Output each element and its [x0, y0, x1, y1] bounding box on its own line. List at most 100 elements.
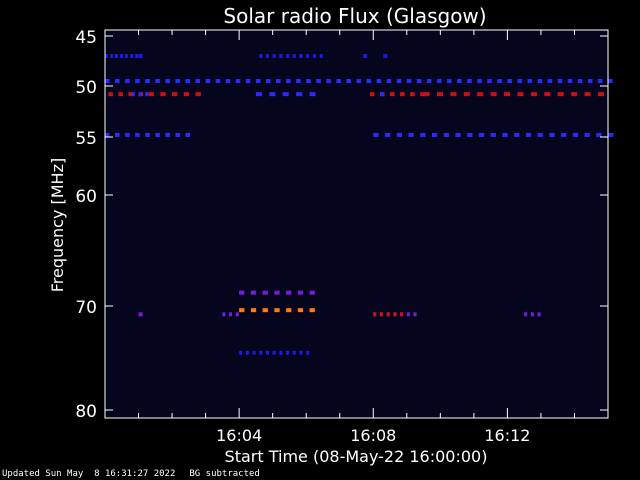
signal-mark: [444, 133, 449, 137]
signal-mark: [497, 79, 502, 83]
signal-mark: [160, 92, 165, 96]
signal-mark: [256, 92, 262, 96]
signal-mark: [263, 291, 268, 295]
signal-mark: [598, 79, 603, 83]
signal-mark: [236, 312, 239, 316]
signal-mark: [424, 92, 430, 96]
signal-mark: [479, 133, 484, 137]
signal-mark: [310, 92, 316, 96]
signal-mark: [269, 92, 275, 96]
signal-mark: [455, 133, 460, 137]
signal-mark: [185, 79, 190, 83]
signal-mark: [414, 312, 417, 316]
signal-mark: [251, 291, 256, 295]
signal-mark: [408, 133, 413, 137]
signal-mark: [299, 54, 302, 58]
signal-mark: [598, 92, 604, 96]
signal-mark: [293, 351, 296, 355]
signal-mark: [367, 79, 372, 83]
signal-mark: [320, 54, 323, 58]
signal-mark: [286, 351, 289, 355]
signal-mark: [296, 92, 302, 96]
signal-mark: [149, 92, 154, 96]
signal-mark: [357, 79, 362, 83]
signal-mark: [427, 79, 432, 83]
signal-mark: [108, 92, 113, 96]
signal-mark: [139, 92, 142, 96]
signal-mark: [370, 92, 375, 96]
signal-mark: [464, 92, 470, 96]
signal-mark: [457, 79, 462, 83]
signal-mark: [310, 291, 315, 295]
signal-mark: [467, 133, 472, 137]
signal-mark: [393, 312, 396, 316]
signal-mark: [276, 79, 281, 83]
signal-mark: [139, 54, 143, 58]
signal-mark: [477, 79, 482, 83]
signal-mark: [608, 133, 613, 137]
signal-mark: [259, 54, 262, 58]
signal-mark: [266, 54, 269, 58]
chart-title: Solar radio Flux (Glasgow): [223, 4, 486, 28]
signal-mark: [135, 54, 138, 58]
signal-mark: [196, 79, 201, 83]
plot-area: [105, 30, 608, 418]
signal-mark: [175, 133, 180, 137]
signal-mark: [397, 79, 402, 83]
signal-mark: [571, 92, 577, 96]
signal-mark: [259, 351, 262, 355]
signal-mark: [115, 54, 118, 58]
signal-mark: [110, 54, 113, 58]
signal-mark: [326, 79, 331, 83]
signal-mark: [313, 54, 316, 58]
signal-mark: [437, 92, 443, 96]
y-tick-label: 80: [75, 402, 97, 422]
signal-mark: [573, 133, 578, 137]
signal-mark: [298, 291, 303, 295]
signal-mark: [135, 133, 140, 137]
signal-mark: [266, 351, 269, 355]
signal-mark: [467, 79, 472, 83]
signal-mark: [558, 79, 563, 83]
signal-mark: [538, 312, 541, 316]
signal-mark: [246, 351, 249, 355]
signal-mark: [105, 133, 110, 137]
signal-mark: [432, 133, 437, 137]
signal-mark: [538, 133, 543, 137]
signal-mark: [336, 79, 341, 83]
signal-mark: [397, 133, 402, 137]
signal-mark: [387, 312, 390, 316]
signal-mark: [175, 79, 180, 83]
signal-mark: [491, 92, 497, 96]
signal-mark: [585, 92, 591, 96]
signal-mark: [105, 79, 110, 83]
signal-mark: [407, 79, 412, 83]
signal-mark: [125, 54, 128, 58]
signal-mark: [274, 308, 279, 312]
y-tick-label: 50: [75, 78, 97, 98]
signal-mark: [293, 54, 296, 58]
signal-mark: [286, 79, 291, 83]
signal-mark: [504, 92, 510, 96]
signal-mark: [266, 79, 271, 83]
signal-mark: [387, 79, 392, 83]
signal-mark: [514, 133, 519, 137]
signal-mark: [487, 79, 492, 83]
signal-mark: [477, 92, 483, 96]
x-axis-label: Start Time (08-May-22 16:00:00): [225, 447, 488, 466]
signal-mark: [185, 133, 190, 137]
signal-mark: [380, 92, 384, 96]
signal-mark: [306, 54, 309, 58]
signal-mark: [502, 133, 507, 137]
signal-mark: [172, 92, 177, 96]
signal-mark: [165, 133, 170, 137]
signal-mark: [578, 79, 583, 83]
signal-mark: [306, 79, 311, 83]
signal-mark: [417, 79, 422, 83]
signal-mark: [306, 351, 309, 355]
signal-mark: [132, 92, 135, 96]
signal-mark: [548, 79, 553, 83]
signal-mark: [410, 92, 415, 96]
y-tick-label: 55: [75, 129, 97, 149]
